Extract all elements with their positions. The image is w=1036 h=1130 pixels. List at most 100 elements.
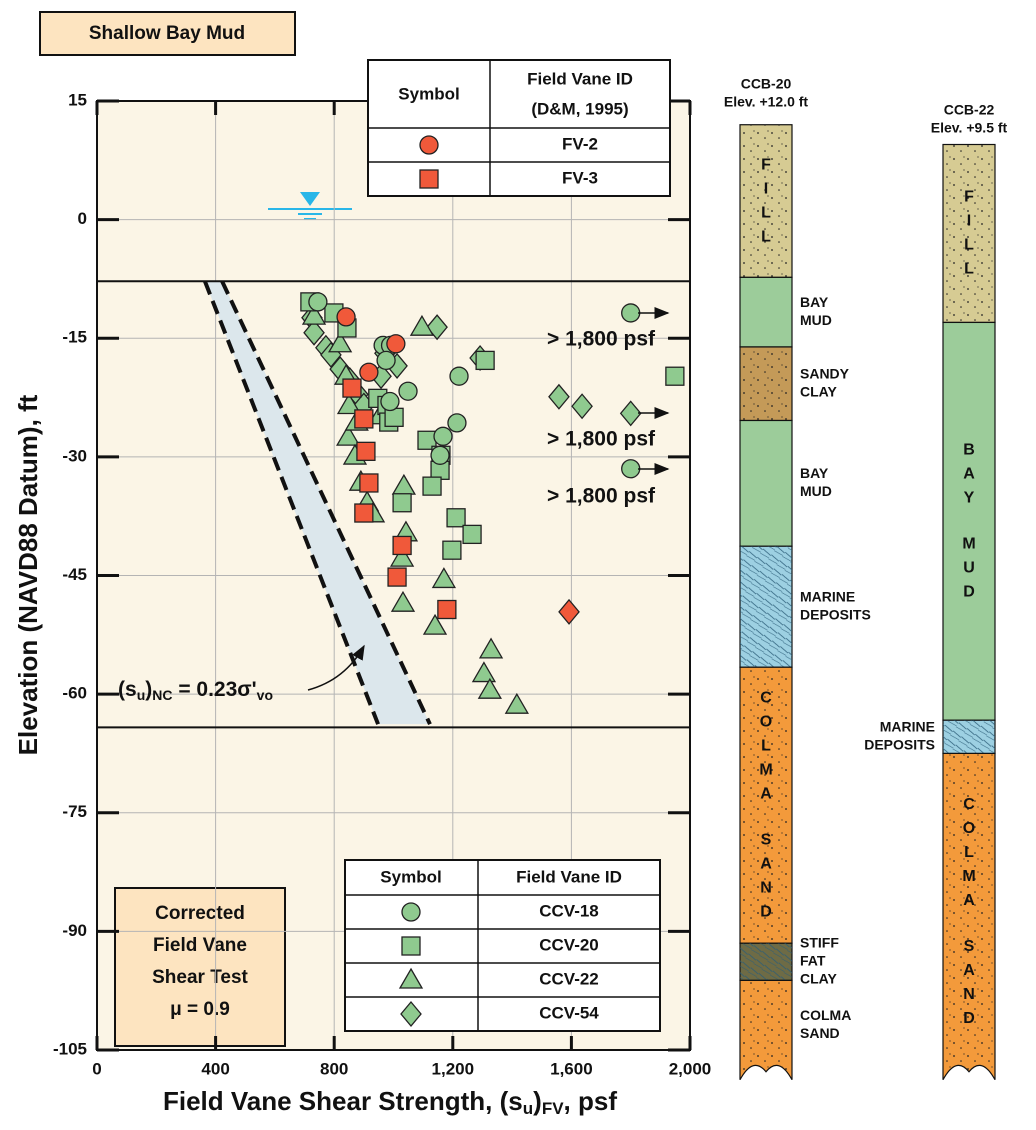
marker (448, 414, 466, 432)
marker (423, 477, 441, 495)
marker (438, 601, 456, 619)
info-text: Shear Test (152, 967, 248, 988)
layer-letter: A (963, 466, 975, 483)
layer-letter: D (963, 1010, 975, 1027)
layer-letter: I (764, 180, 768, 197)
layer-letter: L (761, 228, 771, 245)
chart-title: Shallow Bay Mud (89, 23, 245, 44)
boring-name: CCB-22 (944, 102, 995, 118)
x-tick-label: 2,000 (669, 1059, 712, 1078)
marker (447, 509, 465, 527)
legend-label: CCV-22 (539, 969, 599, 988)
marker (450, 367, 468, 385)
layer-label: BAY (800, 294, 829, 310)
layer-letter: N (963, 986, 975, 1003)
nc-label-sub: NC (152, 687, 172, 703)
x-tick-label: 1,200 (432, 1059, 475, 1078)
marker (431, 446, 449, 464)
annotation: > 1,800 psf (547, 428, 656, 451)
marker (393, 494, 411, 512)
legend-marker (420, 170, 438, 188)
layer-letter: A (760, 785, 772, 802)
nc-label-part: ) (145, 678, 152, 701)
marker (343, 379, 361, 397)
info-text: Corrected (155, 903, 245, 924)
marker (622, 304, 640, 322)
layer-letter: M (759, 761, 772, 778)
y-tick-label: -30 (62, 446, 87, 465)
soil-pattern (943, 144, 995, 322)
layer-label: MARINE (880, 719, 935, 735)
soil-layer (740, 277, 792, 347)
x-title-part: Field Vane Shear Strength, (s (163, 1086, 523, 1116)
layer-letter: A (760, 855, 772, 872)
info-text: Field Vane (153, 935, 247, 956)
marker (463, 525, 481, 543)
layer-label: SAND (800, 1025, 840, 1041)
legend-header: Symbol (398, 84, 459, 103)
annotation: > 1,800 psf (547, 328, 656, 351)
boring-name: CCB-20 (741, 76, 792, 92)
legend-label: CCV-54 (539, 1003, 599, 1022)
x-tick-label: 1,600 (550, 1059, 593, 1078)
marker (387, 335, 405, 353)
layer-label: DEPOSITS (864, 737, 935, 753)
legend-header: Field Vane ID (527, 69, 633, 88)
marker (377, 351, 395, 369)
info-text: μ = 0.9 (170, 999, 230, 1020)
layer-letter: D (760, 903, 772, 920)
soil-pattern (943, 720, 995, 753)
nc-label-part: (s (118, 678, 137, 701)
annotation: > 1,800 psf (547, 485, 656, 508)
y-tick-label: -105 (53, 1039, 87, 1058)
layer-letter: C (760, 689, 772, 706)
layer-letter: D (963, 584, 975, 601)
soil-pattern (740, 347, 792, 421)
marker (443, 541, 461, 559)
layer-label: DEPOSITS (800, 606, 871, 622)
layer-label: BAY (800, 465, 829, 481)
layer-letter: Y (964, 490, 975, 507)
x-title-sub: u (523, 1099, 533, 1118)
marker (360, 363, 378, 381)
marker (357, 442, 375, 460)
layer-label: SANDY (800, 365, 850, 381)
layer-letter: S (964, 938, 975, 955)
marker (622, 460, 640, 478)
legend-header: (D&M, 1995) (531, 99, 628, 118)
legend-header: Symbol (380, 867, 441, 886)
legend-marker (402, 937, 420, 955)
legend-label: FV-3 (562, 168, 598, 187)
x-tick-label: 400 (201, 1059, 229, 1078)
marker (360, 474, 378, 492)
legend-label: CCV-18 (539, 901, 599, 920)
marker (355, 504, 373, 522)
x-title-sub: FV (542, 1099, 564, 1118)
layer-letter: L (964, 261, 974, 278)
marker (355, 410, 373, 428)
layer-letter: S (761, 831, 772, 848)
layer-letter: M (962, 536, 975, 553)
y-tick-label: 15 (68, 90, 87, 109)
layer-label: CLAY (800, 383, 837, 399)
layer-letter: L (964, 237, 974, 254)
y-tick-label: -45 (62, 565, 87, 584)
layer-letter: M (962, 868, 975, 885)
layer-letter: O (760, 713, 772, 730)
y-tick-label: -60 (62, 684, 87, 703)
marker (666, 367, 684, 385)
layer-letter: U (963, 560, 975, 577)
x-tick-label: 0 (92, 1059, 101, 1078)
soil-pattern (740, 980, 792, 1079)
marker (393, 536, 411, 554)
chart: Shallow Bay Mud Corrected Field Vane She… (0, 0, 1036, 1130)
layer-letter: I (967, 213, 971, 230)
soil-pattern (740, 667, 792, 943)
nc-label-part: = 0.23σ' (172, 678, 256, 701)
layer-letter: L (761, 737, 771, 754)
y-tick-label: -75 (62, 802, 87, 821)
soil-pattern (740, 546, 792, 667)
nc-label-sub: u (137, 687, 146, 703)
layer-label: CLAY (800, 971, 837, 987)
legend-header: Field Vane ID (516, 867, 622, 886)
